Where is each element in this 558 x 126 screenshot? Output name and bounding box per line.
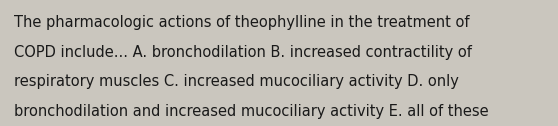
Text: bronchodilation and increased mucociliary activity E. all of these: bronchodilation and increased mucociliar… (14, 104, 489, 119)
Text: respiratory muscles C. increased mucociliary activity D. only: respiratory muscles C. increased mucocil… (14, 74, 459, 89)
Text: COPD include... A. bronchodilation B. increased contractility of: COPD include... A. bronchodilation B. in… (14, 45, 472, 60)
Text: The pharmacologic actions of theophylline in the treatment of: The pharmacologic actions of theophyllin… (14, 15, 469, 30)
